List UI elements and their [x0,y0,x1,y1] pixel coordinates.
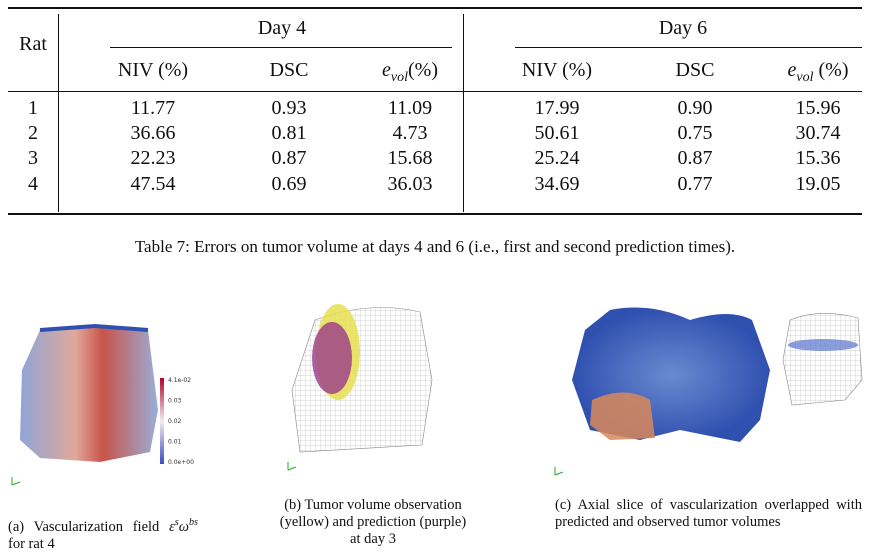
header-group: Day 4 [257,17,307,39]
colorbar-label: 0.02 [168,418,182,425]
column-header: evol (%) [748,58,870,90]
column-header: evol(%) [340,58,480,90]
table-caption: Table 7: Errors on tumor volume at days … [134,237,736,256]
mesh-render [782,313,863,406]
table-cell: 17.99 [534,97,580,119]
colorbar [160,378,164,464]
math-suffix: (%) [408,59,438,81]
table-cell: 36.66 [130,122,176,144]
table-cell: 1 [28,97,38,119]
table-cell: 15.68 [387,147,433,169]
math-suffix: (%) [813,59,849,81]
column-rule [58,14,59,212]
table-cell: 19.05 [795,173,841,195]
table-cell: 47.54 [130,173,176,195]
table-cell: 22.23 [130,147,176,169]
caption-text: (c) Axial slice of vascularization overl… [555,497,866,530]
axes-icon [11,477,21,486]
colorbar-label: 4.1e-02 [168,377,191,384]
caption-text: ε [169,518,175,535]
slice-plane [788,339,858,351]
table-cell: 25.24 [534,147,580,169]
colorbar-label: 0.0e+00 [168,459,194,466]
figure-caption: (c) Axial slice of vascularization overl… [555,497,862,531]
figures: 4.1e-02 0.03 0.02 0.01 0.0e+00 [11,304,863,486]
table-cell: 4 [28,173,38,195]
table-cell: 0.90 [677,97,713,119]
caption-text: for rat 4 [8,518,202,552]
table-cell: 15.96 [795,97,841,119]
math-base: e [382,59,391,81]
header-rat: Rat [19,33,47,55]
table-cell: 0.77 [677,173,713,195]
mid-rule [8,91,862,92]
caption-text: (a) Vascularization field [8,518,170,535]
table-cell: 0.75 [677,122,713,144]
mesh-render [291,307,433,453]
math-sub: vol [390,70,408,85]
table-cell: 0.81 [271,122,307,144]
table-cell: 36.03 [387,173,433,195]
table-cell: 50.61 [534,122,580,144]
column-rule [463,14,464,212]
table-cell: 15.36 [795,147,841,169]
header-group: Day 6 [658,17,708,39]
axes-icon [287,462,297,471]
colorbar-label: 0.01 [168,439,182,446]
predicted-tumor [312,322,352,394]
table-cell: 34.69 [534,173,580,195]
figure-caption: (b) Tumor volume observation (yellow) an… [278,497,468,548]
vascularization-render [20,326,158,462]
table-cell: 0.93 [271,97,307,119]
table-cell: 0.87 [677,147,713,169]
column-header: NIV (%) [117,59,189,81]
table-cell: 0.69 [271,173,307,195]
column-header: NIV (%) [521,59,593,81]
caption-text: ω [178,518,189,535]
top-rule [8,7,862,9]
axes-icon [554,467,564,476]
column-header: DSC [675,59,715,81]
table-cell: 2 [28,122,38,144]
table-cell: 0.87 [271,147,307,169]
math-i: vol [391,59,408,85]
math-sub: vol [796,70,814,85]
column-header: DSC [269,59,309,81]
table-cell: 3 [28,147,38,169]
caption-sup: s [174,517,179,528]
math-i: vol [796,59,813,85]
colorbar-label: 0.03 [168,398,182,405]
figure-caption: (a) Vascularization field εsωbs for rat … [8,514,198,553]
table-cell: 11.09 [387,97,433,119]
table-cell: 4.73 [392,122,428,144]
group-rule [110,47,452,48]
group-rule [515,47,862,48]
bottom-rule [8,213,862,215]
table-cell: 11.77 [130,97,176,119]
caption-sup: bs [188,517,198,528]
tumor-overlap [590,392,655,440]
render-edge [39,323,149,332]
table-cell: 30.74 [795,122,841,144]
math-base: e [787,59,797,81]
caption-text: (b) Tumor volume observation (yellow) an… [279,497,470,547]
